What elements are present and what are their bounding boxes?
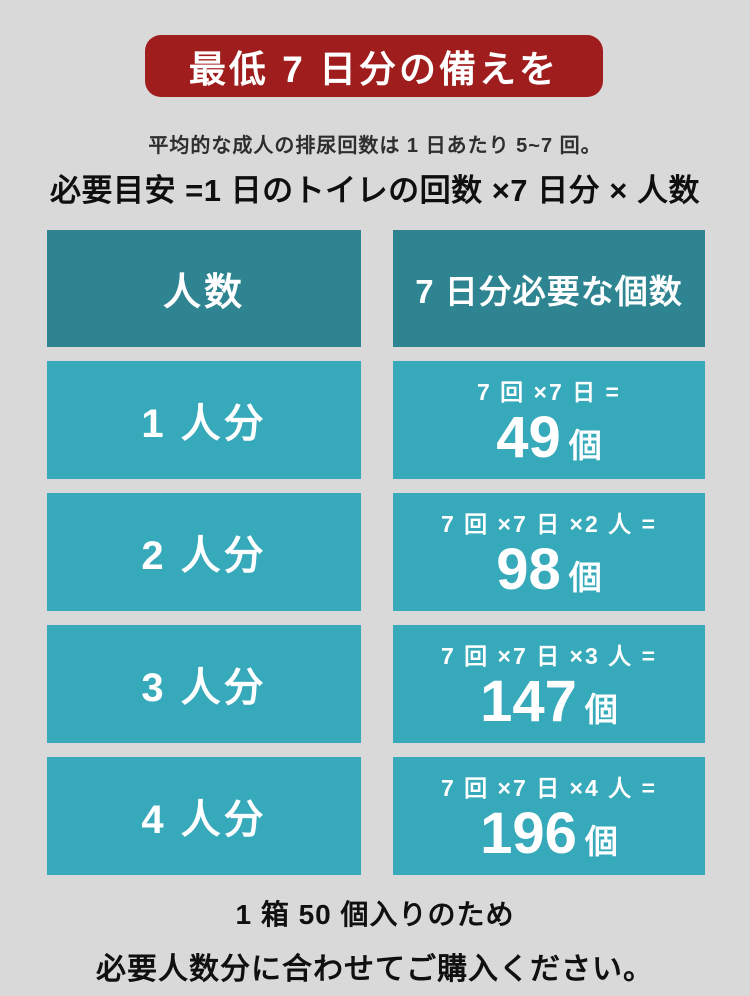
count-value-3: 147 xyxy=(480,669,577,734)
quantity-cell-4: 7 回 ×7 日 ×4 人 = 196 個 xyxy=(393,757,705,875)
column-header-quantity: 7 日分必要な個数 xyxy=(393,230,705,347)
count-line-3: 147 個 xyxy=(480,673,618,731)
quantity-cell-1: 7 回 ×7 日 = 49 個 xyxy=(393,361,705,479)
footer-note: 1 箱 50 個入りのため 必要人数分に合わせてご購入ください。 xyxy=(0,893,750,988)
quantity-cell-3: 7 回 ×7 日 ×3 人 = 147 個 xyxy=(393,625,705,743)
count-line-2: 98 個 xyxy=(496,541,602,599)
people-cell-1: 1 人分 xyxy=(47,361,361,479)
count-line-1: 49 個 xyxy=(496,409,602,467)
people-label-4: 4 人分 xyxy=(141,798,267,842)
calc-label-4: 7 回 ×7 日 ×4 人 = xyxy=(440,775,657,801)
count-unit-1: 個 xyxy=(568,427,602,464)
people-label-2: 2 人分 xyxy=(141,534,267,578)
count-unit-4: 個 xyxy=(584,823,618,860)
people-label-3: 3 人分 xyxy=(141,666,267,710)
people-cell-4: 4 人分 xyxy=(47,757,361,875)
people-label-1: 1 人分 xyxy=(141,402,267,446)
header-banner: 最低 7 日分の備えを xyxy=(145,35,603,97)
banner-title: 最低 7 日分の備えを xyxy=(188,49,560,90)
footer-note-line2: 必要人数分に合わせてご購入ください。 xyxy=(96,953,654,986)
calc-label-2: 7 回 ×7 日 ×2 人 = xyxy=(440,511,657,537)
column-header-people: 人数 xyxy=(47,230,361,347)
people-cell-2: 2 人分 xyxy=(47,493,361,611)
count-value-1: 49 xyxy=(496,405,561,470)
footer-note-line1: 1 箱 50 個入りのため xyxy=(235,899,515,930)
count-value-4: 196 xyxy=(480,801,577,866)
formula-text: 必要目安 =1 日のトイレの回数 ×7 日分 × 人数 xyxy=(50,173,700,208)
column-header-quantity-label: 7 日分必要な個数 xyxy=(415,272,683,310)
people-cell-3: 3 人分 xyxy=(47,625,361,743)
column-header-people-label: 人数 xyxy=(162,272,245,314)
count-line-4: 196 個 xyxy=(480,805,618,863)
subtitle-text: 平均的な成人の排尿回数は 1 日あたり 5~7 回。 xyxy=(148,135,602,157)
calc-label-3: 7 回 ×7 日 ×3 人 = xyxy=(440,643,657,669)
quantity-cell-2: 7 回 ×7 日 ×2 人 = 98 個 xyxy=(393,493,705,611)
calc-label-1: 7 回 ×7 日 = xyxy=(476,379,621,405)
count-value-2: 98 xyxy=(496,537,561,602)
supply-table: 人数 7 日分必要な個数 1 人分 7 回 ×7 日 = 49 個 2 人分 7… xyxy=(47,230,705,875)
count-unit-3: 個 xyxy=(584,691,618,728)
count-unit-2: 個 xyxy=(568,559,602,596)
